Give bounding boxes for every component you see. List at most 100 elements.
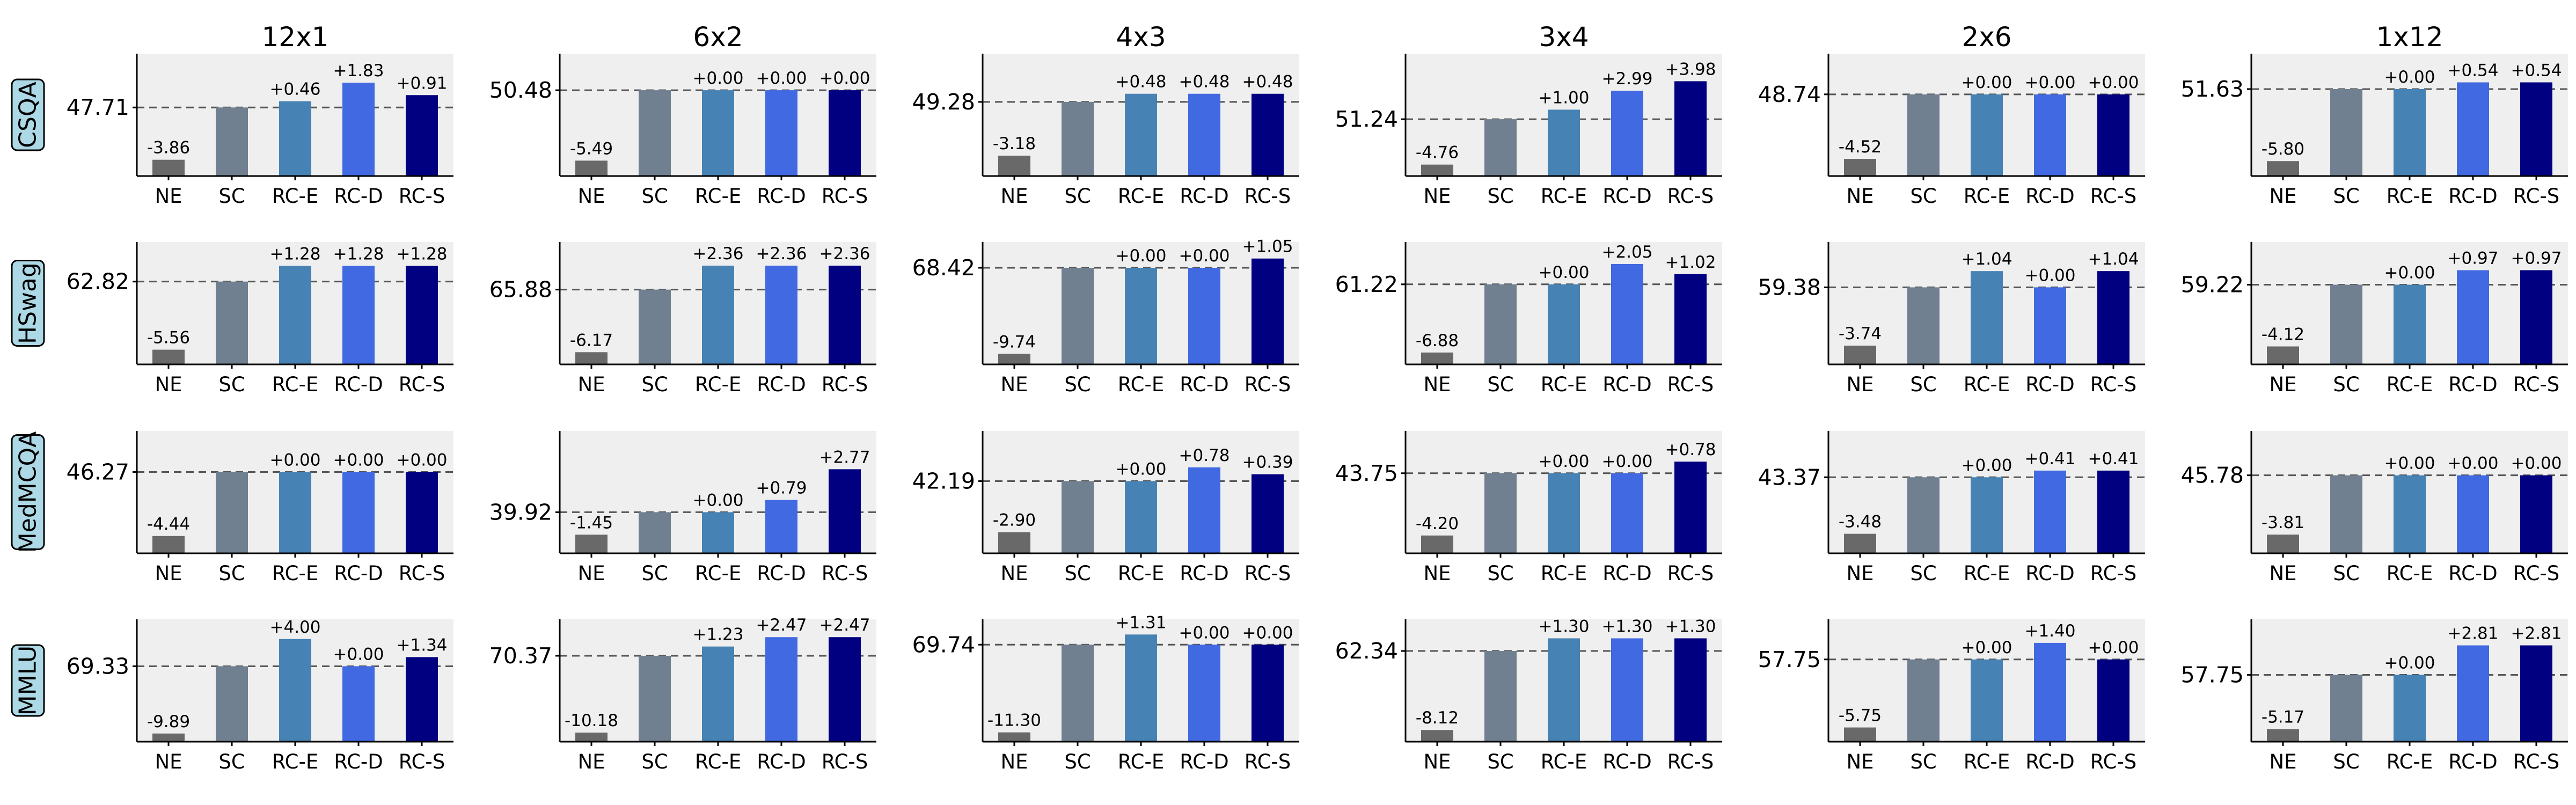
data-label-rc-e: +0.00 [2384, 653, 2435, 672]
x-tick-label-rc-d: RC-D [757, 562, 806, 585]
row-label-box [11, 644, 45, 717]
x-tick-label-ne: NE [2269, 185, 2296, 208]
data-label-ne: -3.86 [147, 138, 190, 158]
bar-rc-d [2457, 475, 2489, 553]
x-tick-label-sc: SC [1064, 373, 1091, 396]
bar-sc [1907, 287, 1940, 364]
bar-ne [1421, 164, 1453, 176]
data-label-rc-d: +0.00 [756, 69, 807, 88]
data-label-ne: -6.88 [1416, 331, 1459, 350]
reference-value-label: 43.37 [1758, 464, 1821, 490]
bar-rc-e [702, 646, 734, 742]
bar-ne [575, 352, 608, 364]
reference-value-label: 65.88 [489, 277, 552, 303]
data-label-ne: -3.18 [993, 134, 1036, 153]
x-tick-label-ne: NE [2269, 562, 2296, 585]
bar-ne [1421, 535, 1453, 553]
bar-rc-d [1611, 90, 1643, 176]
reference-value-label: 42.19 [912, 468, 975, 494]
bar-sc [1062, 268, 1094, 364]
row-label-text: CSQA [14, 82, 42, 148]
x-tick-label-ne: NE [2269, 750, 2296, 773]
x-tick-label-rc-e: RC-E [1541, 373, 1587, 396]
reference-value-label: 69.74 [912, 632, 975, 657]
x-tick-label-rc-s: RC-S [822, 562, 868, 585]
data-label-rc-e: +0.00 [1962, 456, 2012, 475]
x-tick-label-rc-d: RC-D [1602, 373, 1652, 396]
bar-sc [2330, 675, 2362, 742]
x-tick-label-rc-d: RC-D [334, 750, 383, 773]
data-label-rc-d: +1.40 [2025, 621, 2076, 641]
x-tick-label-ne: NE [577, 373, 605, 396]
x-tick-label-rc-e: RC-E [1541, 185, 1587, 208]
row-label-mmlu: MMLU [11, 644, 45, 717]
bar-sc [1062, 101, 1094, 176]
bar-rc-d [765, 90, 797, 176]
x-tick-label-rc-e: RC-E [695, 562, 741, 585]
bar-rc-d [2034, 94, 2066, 176]
data-label-rc-s: +0.00 [2088, 73, 2139, 92]
x-tick-label-sc: SC [1487, 750, 1513, 773]
x-tick-label-rc-e: RC-E [272, 750, 318, 773]
bar-ne [152, 536, 185, 553]
bar-rc-d [765, 500, 797, 553]
x-tick-label-ne: NE [155, 750, 182, 773]
data-label-rc-e: +1.28 [270, 244, 321, 264]
x-tick-label-rc-d: RC-D [2025, 750, 2075, 773]
data-label-rc-s: +0.54 [2511, 61, 2562, 80]
x-tick-label-rc-d: RC-D [1180, 562, 1229, 585]
x-tick-label-rc-e: RC-E [1541, 750, 1587, 773]
x-tick-label-ne: NE [1000, 562, 1028, 585]
bar-rc-e [1125, 481, 1157, 553]
bar-rc-s [1252, 645, 1284, 742]
data-label-ne: -3.74 [1839, 324, 1882, 343]
row-label-box [11, 78, 45, 151]
bar-rc-e [1125, 93, 1157, 176]
data-label-ne: -10.18 [565, 711, 618, 730]
x-tick-label-rc-d: RC-D [2025, 373, 2075, 396]
data-label-rc-d: +0.41 [2025, 449, 2076, 469]
bar-rc-e [2394, 675, 2426, 742]
x-tick-label-rc-d: RC-D [2448, 750, 2498, 773]
x-tick-label-rc-s: RC-S [2513, 373, 2560, 396]
data-label-rc-e: +1.23 [693, 625, 744, 645]
bar-rc-e [1548, 638, 1580, 742]
x-tick-label-rc-d: RC-D [2448, 185, 2498, 208]
bar-rc-s [829, 469, 861, 553]
data-label-rc-d: +0.00 [2448, 454, 2499, 473]
bar-rc-e [1548, 109, 1580, 176]
x-tick-label-rc-s: RC-S [2513, 562, 2560, 585]
bar-ne [2267, 161, 2299, 176]
bar-rc-d [2034, 470, 2066, 553]
x-tick-label-rc-s: RC-S [1245, 185, 1291, 208]
x-tick-label-rc-e: RC-E [1964, 185, 2010, 208]
data-label-rc-s: +2.36 [819, 244, 870, 264]
data-label-ne: -4.76 [1416, 143, 1459, 163]
data-label-ne: -5.75 [1839, 706, 1882, 726]
bar-rc-s [1674, 274, 1707, 364]
x-tick-label-rc-e: RC-E [695, 373, 741, 396]
x-tick-label-rc-d: RC-D [1602, 750, 1652, 773]
bar-rc-s [406, 266, 438, 364]
x-tick-label-ne: NE [1423, 750, 1451, 773]
data-label-rc-d: +1.83 [333, 61, 384, 80]
x-tick-label-ne: NE [1423, 185, 1451, 208]
x-tick-label-rc-s: RC-S [1245, 373, 1291, 396]
data-label-ne: -4.12 [2262, 325, 2304, 345]
data-label-rc-s: +2.47 [819, 616, 870, 635]
data-label-rc-s: +1.30 [1665, 617, 1716, 636]
bar-ne [998, 156, 1030, 176]
data-label-rc-s: +0.00 [2088, 638, 2139, 657]
bar-sc [1062, 481, 1094, 553]
x-tick-label-sc: SC [218, 185, 245, 208]
x-tick-label-ne: NE [1846, 750, 1874, 773]
x-tick-label-rc-d: RC-D [334, 185, 383, 208]
reference-value-label: 69.33 [67, 653, 129, 679]
bar-sc [216, 472, 248, 553]
data-label-rc-d: +0.78 [1179, 446, 1230, 465]
x-tick-label-rc-d: RC-D [757, 373, 806, 396]
data-label-rc-s: +2.77 [819, 448, 870, 467]
bar-sc [1484, 651, 1517, 742]
bar-sc [2330, 284, 2362, 364]
data-label-ne: -8.12 [1416, 708, 1459, 728]
